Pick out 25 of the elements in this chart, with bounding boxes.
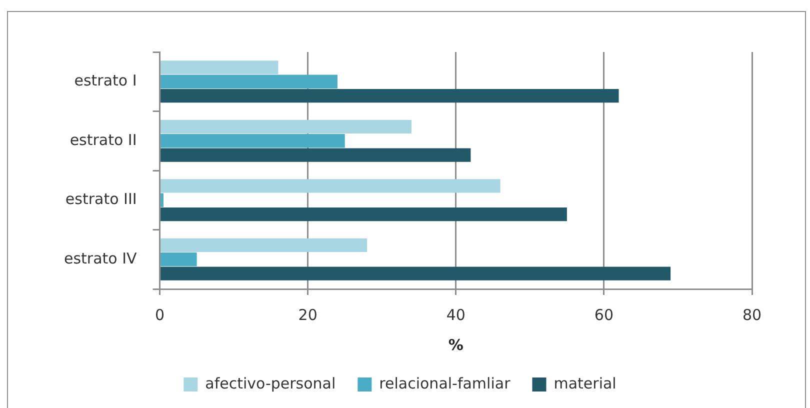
bar	[160, 89, 619, 103]
bar	[160, 252, 197, 266]
bar	[160, 134, 345, 148]
bar	[160, 193, 164, 207]
bar	[160, 120, 412, 134]
x-tick-label: 20	[298, 306, 318, 324]
bar	[160, 266, 671, 280]
bar	[160, 238, 368, 252]
x-tick-label: 80	[742, 306, 762, 324]
y-tick-label: estrato I	[74, 72, 137, 90]
x-axis-title: %	[448, 336, 464, 354]
legend-label: afectivo-personal	[205, 374, 336, 392]
y-tick-label: estrato II	[70, 130, 137, 149]
y-tick-label: estrato III	[65, 190, 137, 208]
legend-label: material	[554, 374, 616, 392]
legend-label: relacional-famliar	[379, 374, 512, 392]
x-tick-label: 40	[446, 306, 466, 324]
x-tick-label: 0	[155, 306, 165, 324]
bar	[160, 208, 567, 222]
bar	[160, 179, 500, 193]
bar	[160, 60, 278, 74]
bar	[160, 148, 471, 162]
y-tick-label: estrato IV	[64, 249, 138, 268]
x-tick-label: 60	[594, 306, 614, 324]
bar	[160, 74, 338, 88]
